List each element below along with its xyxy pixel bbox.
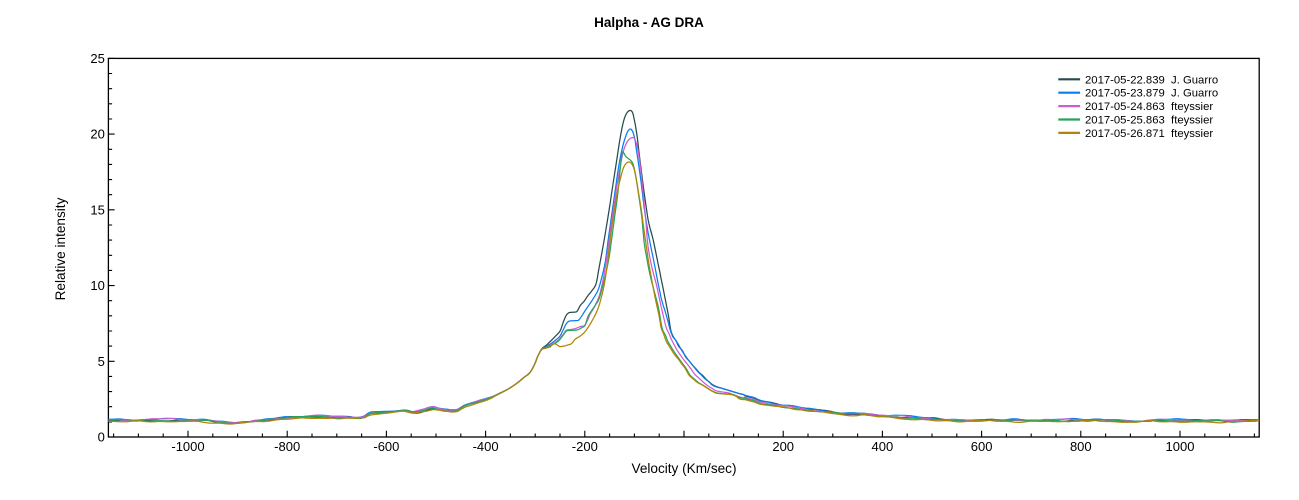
svg-text:600: 600 (971, 439, 993, 454)
svg-text:2017-05-25.863 fteyssier: 2017-05-25.863 fteyssier (1085, 115, 1213, 127)
svg-text:800: 800 (1070, 439, 1092, 454)
svg-text:15: 15 (90, 202, 104, 217)
svg-text:25: 25 (90, 51, 104, 66)
svg-text:-400: -400 (473, 439, 499, 454)
svg-text:200: 200 (772, 439, 794, 454)
svg-text:-800: -800 (274, 439, 300, 454)
svg-text:2017-05-22.839 J. Guarro: 2017-05-22.839 J. Guarro (1085, 74, 1218, 86)
svg-text:-600: -600 (373, 439, 399, 454)
svg-text:400: 400 (872, 439, 894, 454)
svg-text:-200: -200 (572, 439, 598, 454)
svg-text:-1000: -1000 (171, 439, 204, 454)
svg-text:1000: 1000 (1166, 439, 1195, 454)
svg-text:20: 20 (90, 127, 104, 142)
svg-text:Velocity (Km/sec): Velocity (Km/sec) (632, 461, 737, 476)
svg-text:Relative intensity: Relative intensity (53, 197, 68, 300)
svg-text:0: 0 (98, 430, 105, 445)
svg-text:2017-05-23.879 J. Guarro: 2017-05-23.879 J. Guarro (1085, 88, 1218, 100)
svg-text:5: 5 (98, 354, 105, 369)
svg-text:10: 10 (90, 278, 104, 293)
svg-text:2017-05-26.871 fteyssier: 2017-05-26.871 fteyssier (1085, 128, 1213, 140)
svg-text:2017-05-24.863 fteyssier: 2017-05-24.863 fteyssier (1085, 101, 1213, 113)
svg-text:Halpha - AG DRA: Halpha - AG DRA (594, 15, 704, 30)
